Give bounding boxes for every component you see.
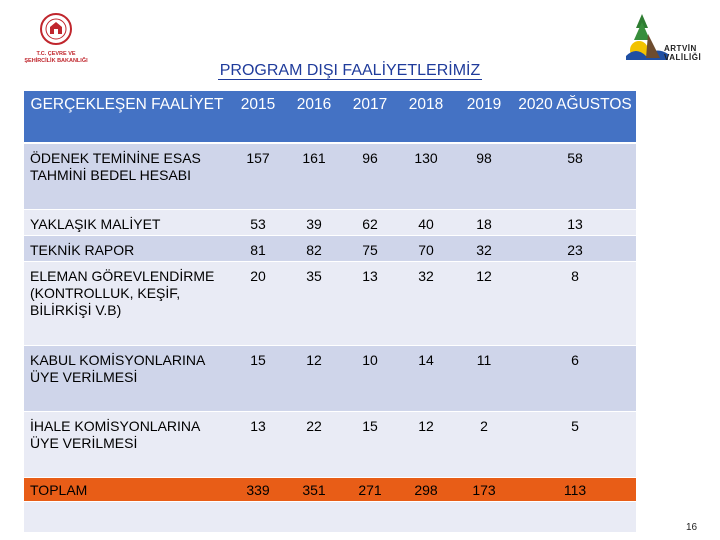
governorship-logo-line1: ARTVİN [664, 44, 697, 53]
header-2020-august: 2020 AĞUSTOS [514, 91, 636, 144]
row-label: TEKNİK RAPOR [24, 235, 230, 262]
cell-value: 70 [398, 235, 454, 262]
cell-value: 18 [454, 209, 514, 236]
cell-value: 96 [342, 143, 398, 210]
total-value: 351 [286, 477, 342, 502]
governorship-logo: ARTVİN VALİLİĞİ [612, 10, 712, 62]
page-number: 16 [686, 522, 698, 533]
header-activity: GERÇEKLEŞEN FAALİYET [24, 91, 230, 144]
cell-value: 81 [230, 235, 286, 262]
row-label: ELEMAN GÖREVLENDİRME (KONTROLLUK, KEŞİF,… [24, 261, 230, 346]
cell-value: 62 [342, 209, 398, 236]
cell-value: 157 [230, 143, 286, 210]
cell-value: 39 [286, 209, 342, 236]
header-2016: 2016 [286, 91, 342, 144]
row-label: ÖDENEK TEMİNİNE ESAS TAHMİNİ BEDEL HESAB… [24, 143, 230, 210]
cell-value: 98 [454, 143, 514, 210]
cell-value: 161 [286, 143, 342, 210]
row-label: KABUL KOMİSYONLARINA ÜYE VERİLMESİ [24, 345, 230, 412]
ministry-logo-line2: ŞEHİRCİLİK BAKANLIĞI [24, 58, 88, 64]
cell-value: 13 [514, 209, 636, 236]
cell-value: 53 [230, 209, 286, 236]
table-row: YAKLAŞIK MALİYET 53 39 62 40 18 13 [24, 209, 636, 236]
cell-value: 8 [514, 261, 636, 346]
cell-value: 6 [514, 345, 636, 412]
cell-value: 40 [398, 209, 454, 236]
table-row: İHALE KOMİSYONLARINA ÜYE VERİLMESİ 13 22… [24, 411, 636, 478]
table-total-row: TOPLAM 339 351 271 298 173 113 [24, 477, 636, 502]
table-row: TEKNİK RAPOR 81 82 75 70 32 23 [24, 235, 636, 262]
cell-value: 58 [514, 143, 636, 210]
cell-value: 15 [230, 345, 286, 412]
table-row: KABUL KOMİSYONLARINA ÜYE VERİLMESİ 15 12… [24, 345, 636, 412]
cell-value: 13 [342, 261, 398, 346]
cell-value: 32 [454, 235, 514, 262]
header-2015: 2015 [230, 91, 286, 144]
cell-value: 75 [342, 235, 398, 262]
page-title-text: PROGRAM DIŞI FAALİYETLERİMİZ [217, 62, 483, 80]
header-2018: 2018 [398, 91, 454, 144]
ministry-logo: T.C. ÇEVRE VE ŞEHİRCİLİK BAKANLIĞI [22, 12, 90, 64]
total-value: 113 [514, 477, 636, 502]
row-label: İHALE KOMİSYONLARINA ÜYE VERİLMESİ [24, 411, 230, 478]
governorship-logo-line2: VALİLİĞİ [664, 53, 702, 62]
cell-value: 2 [454, 411, 514, 478]
cell-value: 5 [514, 411, 636, 478]
cell-value: 82 [286, 235, 342, 262]
table-row: ÖDENEK TEMİNİNE ESAS TAHMİNİ BEDEL HESAB… [24, 143, 636, 210]
header-2019: 2019 [454, 91, 514, 144]
cell-value: 12 [398, 411, 454, 478]
ministry-emblem-icon [40, 13, 72, 45]
cell-value: 13 [230, 411, 286, 478]
cell-value: 35 [286, 261, 342, 346]
table-header-row: GERÇEKLEŞEN FAALİYET 2015 2016 2017 2018… [24, 91, 636, 144]
total-label: TOPLAM [24, 477, 230, 502]
total-value: 339 [230, 477, 286, 502]
cell-value: 15 [342, 411, 398, 478]
cell-value: 10 [342, 345, 398, 412]
ministry-logo-line1: T.C. ÇEVRE VE [36, 51, 76, 57]
row-label: YAKLAŞIK MALİYET [24, 209, 230, 236]
governorship-emblem-icon [626, 14, 668, 60]
table-row: ELEMAN GÖREVLENDİRME (KONTROLLUK, KEŞİF,… [24, 261, 636, 346]
cell-value: 11 [454, 345, 514, 412]
cell-value: 130 [398, 143, 454, 210]
table-empty-row [24, 501, 636, 533]
cell-value: 14 [398, 345, 454, 412]
cell-value: 23 [514, 235, 636, 262]
cell-value: 32 [398, 261, 454, 346]
cell-value: 12 [286, 345, 342, 412]
total-value: 173 [454, 477, 514, 502]
total-value: 271 [342, 477, 398, 502]
cell-value: 22 [286, 411, 342, 478]
cell-value: 20 [230, 261, 286, 346]
page-title: PROGRAM DIŞI FAALİYETLERİMİZ [0, 62, 700, 80]
header-2017: 2017 [342, 91, 398, 144]
cell-value: 12 [454, 261, 514, 346]
total-value: 298 [398, 477, 454, 502]
activities-table: GERÇEKLEŞEN FAALİYET 2015 2016 2017 2018… [24, 91, 636, 533]
